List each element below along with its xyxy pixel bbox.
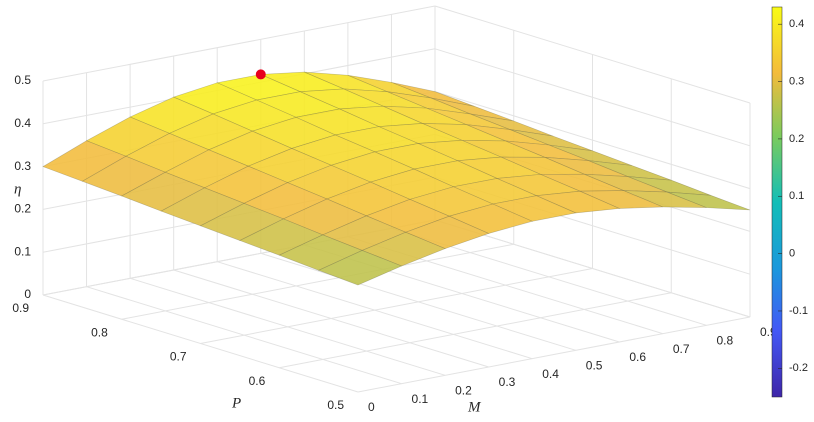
colorbar-tick-label: 0.2 [789,133,804,145]
grid-line [434,48,751,147]
surface-face [361,231,446,267]
z-tick-label: 0.3 [14,159,31,173]
surface-face [461,139,545,158]
surface-face [491,195,577,222]
x-tick-label: 0.8 [716,334,733,348]
surface-face [121,171,206,212]
colorbar-tick-label: -0.2 [789,362,808,374]
surface-face [199,203,285,241]
colorbar-tick-label: 0.1 [789,190,804,202]
y-tick-label: 0.9 [12,301,29,315]
surface-face [369,168,455,200]
x-tick-label: 0.7 [673,342,690,356]
z-tick-label: 0.5 [14,73,31,87]
x-tick-label: 0.3 [499,375,516,389]
surface [42,69,751,286]
y-axis-label: P [231,395,241,411]
surface-face [448,203,534,234]
x-tick-label: 0.4 [542,367,559,381]
grid-line [42,5,436,82]
z-axis-label: η [14,181,21,197]
surface-face [347,75,431,99]
grid-line [200,268,593,344]
grid-line [434,219,751,318]
y-tick-label: 0.5 [327,398,344,412]
y-tick-label: 0.8 [91,325,108,339]
surface-face [426,107,510,130]
grid-line [434,91,751,190]
surface-face [239,218,324,256]
surface-face [509,129,593,152]
colorbar [771,6,783,398]
grid-line [357,316,751,393]
max-marker [255,69,266,80]
grid-line [434,5,751,104]
labels: 0 0.1 0.2 0.3 0.4 0.5 0.6 0.7 0.8 0.9 0.5 0.6 0.7 0.8… [12,73,777,414]
y-tick-label: 0.6 [249,374,266,388]
surface-face [160,187,245,227]
colorbar-tick-label: 0 [789,248,795,260]
x-tick-label: 0 [368,400,375,414]
y-tick-label: 0.7 [170,350,187,364]
z-tick-label: 0.4 [14,116,31,130]
colorbar-tick-label: -0.1 [789,305,808,317]
surface-face [579,190,664,209]
surface-face [81,155,167,197]
x-tick-label: 0.6 [629,350,646,364]
grid-line [121,243,514,320]
colorbar-tick-label: 0.3 [789,75,804,87]
x-tick-label: 0.1 [412,392,429,406]
x-axis-label: M [467,399,482,415]
grid-line [279,292,672,369]
x-tick-label: 0.2 [455,384,472,398]
colorbar-tick-label: 0.4 [789,18,804,30]
surface-face [317,250,403,286]
surface-face [391,82,475,107]
z-tick-label: 0.2 [14,202,31,216]
surface-face [535,190,621,214]
surface-face [164,149,249,189]
x-tick-label: 0.5 [586,359,603,373]
z-tick-label: 0.1 [14,244,31,258]
z-tick-label: 0 [24,287,31,301]
